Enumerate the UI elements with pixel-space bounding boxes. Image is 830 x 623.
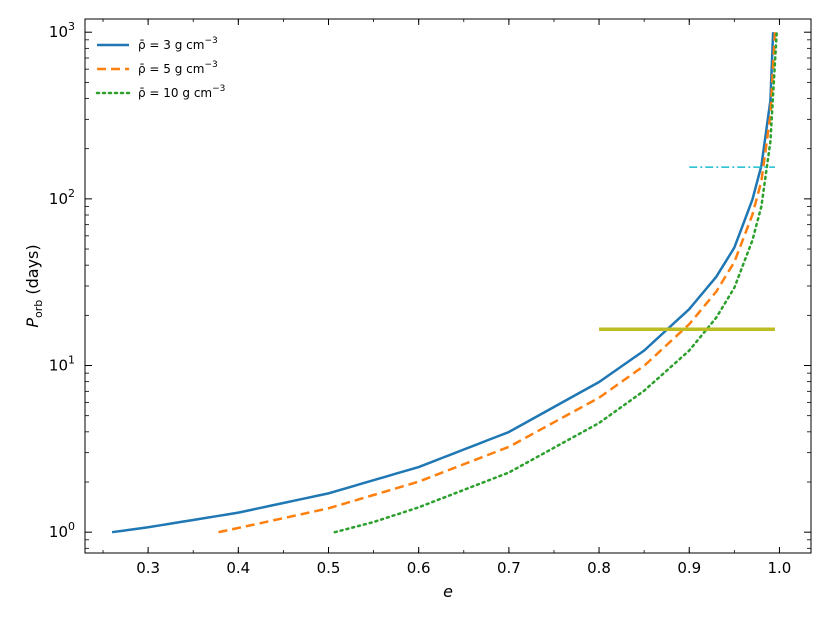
x-tick-label: 1.0 <box>768 559 792 577</box>
x-tick-label: 0.9 <box>677 559 701 577</box>
x-tick-label: 0.7 <box>497 559 521 577</box>
series-line-3 <box>333 30 778 534</box>
x-tick-label: 0.5 <box>317 559 341 577</box>
legend: ρ̄ = 3 g cm−3 ρ̄ = 5 g cm−3 ρ̄ = 10 g cm−3 <box>95 36 225 100</box>
axis-labels: e Porb (days) <box>23 244 453 601</box>
x-tick-label: 0.3 <box>136 559 160 577</box>
legend-entry-1: ρ̄ = 3 g cm−3 <box>138 36 218 52</box>
y-tick-label: 101 <box>49 354 75 375</box>
reference-lines <box>599 166 775 332</box>
y-tick-label: 103 <box>49 20 75 41</box>
series-line-2 <box>218 32 777 534</box>
axes: 0.3 0.4 0.5 0.6 0.7 0.8 0.9 1.0 100 101 102 103 <box>49 18 812 577</box>
y-axis-title: Porb (days) <box>23 244 45 327</box>
y-tick-label: 100 <box>49 520 75 541</box>
legend-entry-3: ρ̄ = 10 g cm−3 <box>138 84 225 100</box>
series-line-1 <box>111 32 775 534</box>
x-axis-title: e <box>443 582 453 601</box>
y-tick-label: 102 <box>49 187 75 208</box>
series-group <box>111 30 778 534</box>
x-tick-label: 0.6 <box>407 559 431 577</box>
x-tick-label: 0.4 <box>226 559 250 577</box>
x-tick-label: 0.8 <box>587 559 611 577</box>
legend-entry-2: ρ̄ = 5 g cm−3 <box>138 60 218 76</box>
